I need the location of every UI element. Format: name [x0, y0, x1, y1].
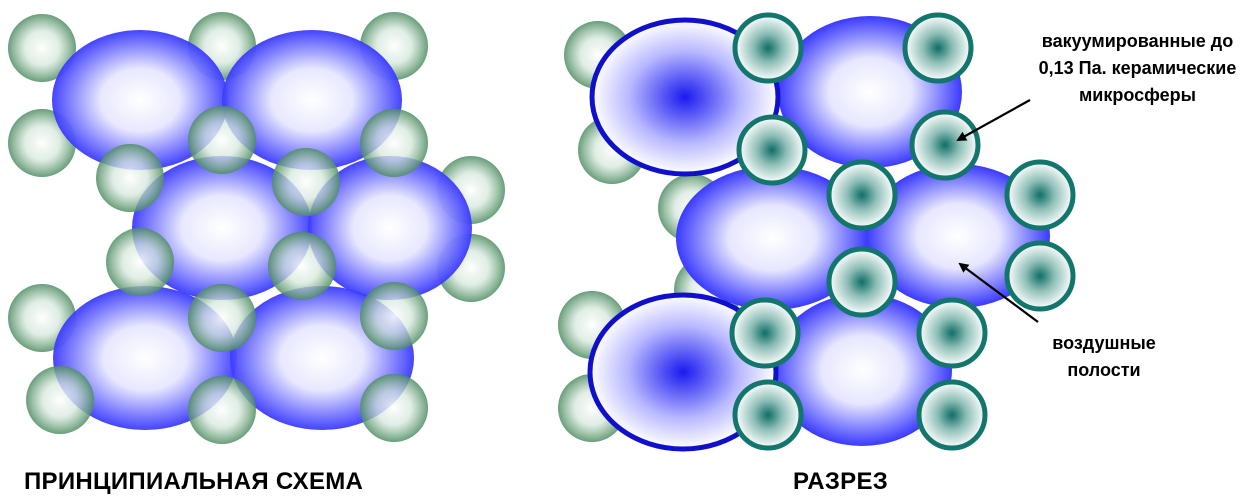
microsphere-schematic: [26, 366, 94, 434]
cut-cavity-outline: [589, 17, 781, 177]
cut-microsphere: [736, 114, 808, 186]
section-group: [558, 12, 1076, 452]
microsphere-schematic: [188, 106, 256, 174]
caption-section: РАЗРЕЗ: [793, 468, 889, 495]
microsphere-schematic: [96, 144, 164, 212]
arrow-to-microsphere: [956, 99, 1031, 141]
microsphere-schematic: [188, 376, 256, 444]
microsphere-schematic: [360, 282, 428, 350]
cut-microsphere: [826, 159, 898, 231]
caption-schematic: ПРИНЦИПИАЛЬНАЯ СХЕМА: [24, 468, 364, 495]
microsphere-schematic: [272, 148, 340, 216]
schematic-group: [8, 12, 505, 444]
air-cavity: [676, 166, 868, 310]
microsphere-schematic: [360, 109, 428, 177]
cut-microsphere: [732, 379, 804, 451]
air-cavity: [866, 164, 1050, 308]
annotation-microspheres-line-1: вакуумированные до: [1041, 31, 1234, 51]
annotation-microspheres-line-2: 0,13 Па. керамические: [1038, 58, 1237, 78]
cut-cavity-outline: [587, 292, 779, 452]
cut-microsphere: [1004, 240, 1076, 312]
air-cavity: [772, 294, 952, 446]
cut-microsphere: [916, 297, 988, 369]
annotation-microspheres: вакуумированные до 0,13 Па. керамические…: [1030, 28, 1245, 109]
cut-microsphere: [729, 297, 801, 369]
cut-microsphere: [1004, 159, 1076, 231]
microsphere-schematic: [106, 228, 174, 296]
microsphere-schematic: [188, 284, 256, 352]
cavity-sphere-schematic: [132, 156, 312, 300]
annotation-microspheres-line-3: микросферы: [1078, 85, 1197, 105]
annotation-air-line-2: полости: [1067, 360, 1141, 380]
cut-microsphere: [909, 109, 981, 181]
cut-microsphere: [826, 246, 898, 318]
microsphere-schematic: [360, 374, 428, 442]
annotation-air-line-1: воздушные: [1052, 333, 1156, 353]
annotation-air-cavities: воздушные полости: [1034, 330, 1174, 384]
cut-microsphere: [916, 379, 988, 451]
cut-microsphere: [732, 12, 804, 84]
cut-microsphere: [902, 12, 974, 84]
arrow-to-air-cavity: [958, 262, 1039, 323]
microsphere-schematic: [268, 232, 336, 300]
cavity-sphere-schematic: [52, 30, 228, 170]
cavity-sphere-schematic: [308, 156, 472, 300]
cavity-sphere-schematic: [222, 30, 402, 170]
microsphere-schematic: [8, 14, 76, 82]
